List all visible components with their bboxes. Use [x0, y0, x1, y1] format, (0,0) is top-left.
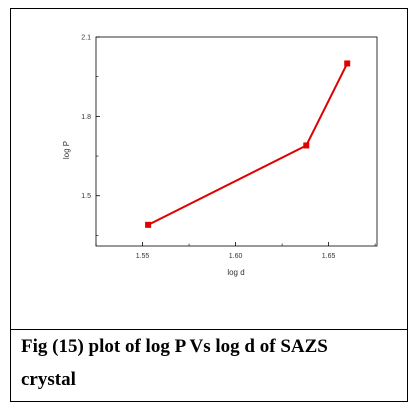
y-axis-label: log P: [62, 141, 71, 159]
y-tick-label: 2.1: [81, 35, 91, 42]
x-tick-label: 1.65: [322, 253, 336, 260]
figure-caption: Fig (15) plot of log P Vs log d of SAZS …: [21, 330, 401, 396]
y-tick-label: 1.5: [81, 193, 91, 200]
x-axis-label: log d: [227, 268, 244, 277]
caption-divider: [10, 329, 408, 330]
series-line: [147, 63, 349, 226]
series-group: [145, 60, 351, 228]
caption-line-2: crystal: [21, 369, 76, 390]
x-tick-label: 1.60: [229, 253, 243, 260]
caption-line-1: Fig (15) plot of log P Vs log d of SAZS: [21, 336, 328, 357]
y-axis-ticks: 1.5 1.8 2.1: [81, 35, 100, 236]
log-p-vs-log-d-chart: 1.5 1.8 2.1 1.55 1.60 1.65 log d log P: [62, 35, 378, 277]
data-point-marker: [344, 60, 351, 67]
figure-frame: [10, 8, 408, 402]
x-axis-ticks: 1.55 1.60 1.65: [95, 242, 376, 260]
x-tick-label: 1.55: [136, 253, 150, 260]
data-point-marker: [303, 142, 310, 149]
y-tick-label: 1.8: [81, 114, 91, 121]
plot-area-box: [95, 36, 378, 247]
data-point-marker: [145, 221, 152, 228]
